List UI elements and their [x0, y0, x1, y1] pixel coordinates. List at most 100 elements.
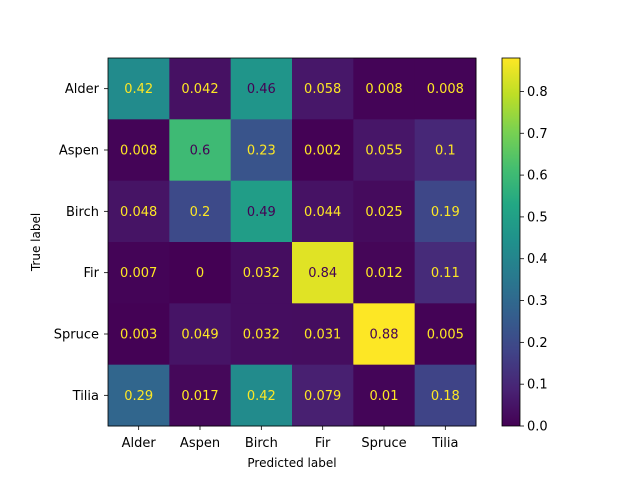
x-tick-label: Birch: [245, 436, 278, 451]
heatmap-cell: [353, 242, 416, 304]
cell-value-label: 0.11: [431, 266, 460, 281]
cell-value-label: 0.049: [181, 328, 218, 343]
cell-value-label: 0.23: [247, 144, 276, 159]
heatmap-cell: [292, 58, 354, 120]
x-tick-label: Tilia: [431, 436, 458, 451]
colorbar-tick-label: 0.5: [527, 210, 548, 225]
y-tick-label: Aspen: [59, 144, 99, 159]
x-axis-label: Predicted label: [247, 456, 336, 470]
heatmap-cell: [414, 303, 477, 366]
heatmap-cell: [230, 364, 293, 427]
cell-value-label: 0.079: [304, 389, 341, 404]
cell-value-label: 0.012: [365, 266, 402, 281]
cell-value-label: 0.1: [435, 144, 456, 159]
cell-value-label: 0.044: [304, 205, 341, 220]
cell-value-label: 0.058: [304, 82, 341, 97]
heatmap-cells: [108, 58, 477, 427]
cell-value-label: 0.008: [120, 144, 157, 159]
x-tick-label: Fir: [315, 436, 331, 451]
cell-value-label: 0.048: [120, 205, 157, 220]
cell-value-label: 0.01: [370, 389, 399, 404]
heatmap-cell: [414, 242, 477, 304]
cell-value-label: 0.2: [190, 205, 211, 220]
y-tick-label: Alder: [65, 82, 100, 97]
y-axis-label: True label: [29, 213, 43, 272]
cell-value-label: 0.008: [427, 82, 464, 97]
heatmap-cell: [108, 242, 170, 304]
heatmap-cell: [230, 119, 293, 182]
heatmap-cell: [108, 119, 170, 182]
cell-value-label: 0: [196, 266, 204, 281]
heatmap-cell: [169, 119, 232, 182]
cell-value-label: 0.017: [181, 389, 218, 404]
colorbar-tick-label: 0.8: [527, 85, 548, 100]
cell-value-label: 0.003: [120, 328, 157, 343]
colorbar-tick-label: 0.2: [527, 336, 548, 351]
cell-value-label: 0.19: [431, 205, 460, 220]
heatmap-cell: [169, 180, 232, 243]
cell-value-label: 0.032: [243, 328, 280, 343]
colorbar-tick-label: 0.3: [527, 294, 548, 309]
colorbar-tick-label: 0.1: [527, 378, 548, 393]
colorbar-tick-label: 0.4: [527, 252, 548, 267]
colorbar-ticks: 0.0 0.1 0.2 0.3 0.4 0.5 0.6 0.7 0.8: [520, 85, 548, 435]
heatmap-cell: [414, 119, 477, 182]
heatmap-cell: [292, 364, 354, 427]
colorbar-tick-label: 0.7: [527, 127, 548, 142]
heatmap-cell: [108, 58, 170, 120]
cell-value-label: 0.031: [304, 328, 341, 343]
y-tick-label: Tilia: [72, 389, 99, 404]
heatmap-cell: [108, 180, 170, 243]
cell-value-label: 0.025: [365, 205, 402, 220]
heatmap-cell: [230, 58, 293, 120]
heatmap-cell: [169, 364, 232, 427]
cell-value-label: 0.042: [181, 82, 218, 97]
cell-value-label: 0.002: [304, 144, 341, 159]
heatmap-cell: [414, 364, 477, 427]
heatmap-cell: [292, 119, 354, 182]
heatmap-cell: [353, 58, 416, 120]
heatmap-cell: [169, 303, 232, 366]
heatmap-cell: [169, 58, 232, 120]
y-tick-label: Spruce: [54, 328, 99, 343]
colorbar-tick-label: 0.0: [527, 420, 548, 435]
heatmap-cell: [169, 242, 232, 304]
y-tick-label: Birch: [66, 205, 99, 220]
heatmap-cell: [230, 242, 293, 304]
heatmap-cell: [353, 180, 416, 243]
cell-value-label: 0.46: [247, 82, 276, 97]
y-axis-ticks: Alder Aspen Birch Fir Spruce Tilia: [54, 82, 108, 404]
cell-value-label: 0.008: [365, 82, 402, 97]
x-tick-label: Spruce: [361, 436, 406, 451]
cell-value-label: 0.49: [247, 205, 276, 220]
heatmap-cell: [353, 364, 416, 427]
y-tick-label: Fir: [84, 266, 100, 281]
x-tick-label: Alder: [122, 436, 157, 451]
cell-value-label: 0.005: [427, 328, 464, 343]
heatmap-cell-labels: 0.42 0.042 0.46 0.058 0.008 0.008 0.008 0.6 0.23…: [120, 82, 464, 404]
heatmap-cell: [108, 303, 170, 366]
heatmap-cell: [414, 58, 477, 120]
plot-frame: [107, 57, 477, 427]
heatmap-cell: [230, 180, 293, 243]
heatmap-cell: [292, 180, 354, 243]
cell-value-label: 0.84: [308, 266, 337, 281]
cell-value-label: 0.88: [370, 328, 399, 343]
cell-value-label: 0.42: [247, 389, 276, 404]
cell-value-label: 0.055: [365, 144, 402, 159]
cell-value-label: 0.42: [124, 82, 153, 97]
cell-value-label: 0.007: [120, 266, 157, 281]
cell-value-label: 0.29: [124, 389, 153, 404]
cell-value-label: 0.6: [190, 144, 211, 159]
heatmap-cell: [292, 303, 354, 366]
colorbar-tick-label: 0.6: [527, 169, 548, 184]
heatmap-cell: [108, 364, 170, 427]
x-tick-label: Aspen: [180, 436, 220, 451]
heatmap-cell: [230, 303, 293, 366]
heatmap-cell: [353, 303, 416, 366]
cell-value-label: 0.18: [431, 389, 460, 404]
heatmap-cell: [414, 180, 477, 243]
cell-value-label: 0.032: [243, 266, 280, 281]
